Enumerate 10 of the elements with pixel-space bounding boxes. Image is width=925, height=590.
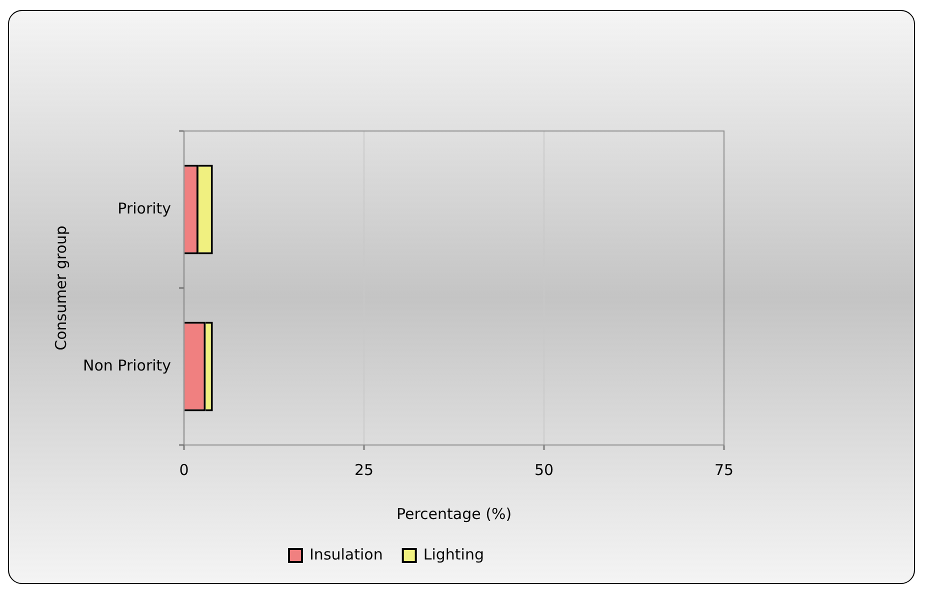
x-axis-title: Percentage (%) [396,504,512,523]
legend-label: Lighting [423,545,484,564]
x-tick-label: 50 [534,460,554,479]
legend-label: Insulation [310,545,383,564]
x-tick-label: 25 [354,460,374,479]
y-axis-title: Consumer group [52,226,70,350]
y-tick-label: Non Priority [82,356,172,374]
x-tick-label: 0 [179,460,189,479]
x-tick-label: 75 [714,460,734,479]
y-tick-label: Priority [118,199,172,218]
